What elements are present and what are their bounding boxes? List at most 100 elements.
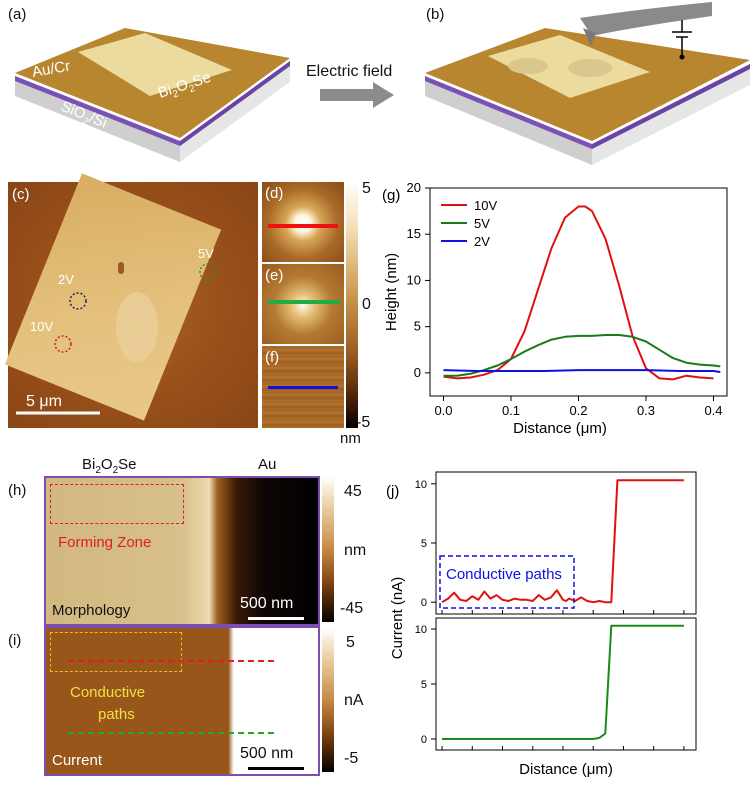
schematic-b bbox=[425, 2, 750, 165]
panel-label-e: (e) bbox=[265, 267, 284, 284]
series-line-2v bbox=[443, 369, 721, 373]
colorbar-height-unit: nm bbox=[340, 430, 361, 447]
schematic-a: Au/Cr Bi2O2Se SiO2/Si bbox=[15, 28, 290, 162]
substrate-side bbox=[180, 65, 290, 162]
legend-label-10v: 10V bbox=[474, 198, 497, 213]
y-tick-label: 10 bbox=[415, 624, 427, 636]
series-line-10v bbox=[443, 205, 714, 381]
colorbar-height-min: -5 bbox=[356, 414, 371, 431]
current-label: Current bbox=[52, 752, 103, 769]
colorbar-height bbox=[346, 182, 358, 428]
oxide-front bbox=[15, 76, 180, 146]
oxide-side bbox=[180, 61, 290, 146]
colorbar-current-min: -5 bbox=[344, 750, 359, 767]
colorbar-current-max: 5 bbox=[346, 634, 355, 651]
y-tick-label: 0 bbox=[421, 597, 427, 609]
markers-overlay: 2V 5V 10V 5 μm bbox=[16, 246, 217, 415]
arrow-label: Electric field bbox=[306, 63, 393, 80]
bi2o2se-sub: 2 bbox=[95, 465, 101, 476]
legend-label-2v: 2V bbox=[474, 234, 490, 249]
plot-frame-top bbox=[435, 471, 697, 615]
colorbar-current bbox=[322, 628, 334, 772]
forming-blob bbox=[116, 292, 158, 362]
y-axis-label: Height (nm) bbox=[383, 253, 400, 331]
conductive-label-1: Conductive bbox=[70, 684, 146, 701]
mound-2 bbox=[568, 59, 612, 77]
current-series-line-2 bbox=[442, 624, 684, 740]
flake-label-part: Se bbox=[190, 69, 213, 91]
flake-label-sub: 2 bbox=[188, 83, 197, 95]
bi2o2se-sub: 2 bbox=[112, 465, 119, 476]
y-tick-label: 20 bbox=[407, 180, 421, 195]
oxide-front bbox=[425, 76, 592, 149]
colorbar-current-unit: nA bbox=[344, 692, 364, 709]
marker-2v bbox=[69, 292, 87, 310]
panel-label-b: (b) bbox=[426, 6, 445, 23]
profile-line-d bbox=[268, 224, 338, 228]
forming-zone-box bbox=[50, 484, 184, 524]
scale-bar-i bbox=[248, 767, 304, 770]
panel-label-i: (i) bbox=[8, 632, 22, 649]
mound-1 bbox=[508, 58, 548, 74]
panel-label-f: (f) bbox=[265, 349, 280, 366]
y-tick-label: 5 bbox=[421, 538, 427, 550]
afm-zoom-d: (d) bbox=[262, 182, 344, 262]
y-tick-label: 10 bbox=[415, 479, 427, 491]
x-tick-label: 0.2 bbox=[569, 403, 587, 418]
colorbar-morphology-min: -45 bbox=[340, 600, 364, 617]
y-tick-label: 5 bbox=[414, 319, 421, 334]
profile-line-f bbox=[268, 386, 338, 389]
panel-label-a: (a) bbox=[8, 6, 27, 23]
bi2o2se-part: Se bbox=[118, 456, 137, 473]
flake-top bbox=[78, 33, 232, 96]
panel-label-d: (d) bbox=[265, 185, 284, 202]
y-tick-label: 10 bbox=[407, 272, 421, 287]
x-tick-label: 0.3 bbox=[637, 403, 655, 418]
colorbar-height-max: 5 bbox=[362, 180, 371, 197]
oxide-side bbox=[592, 64, 750, 149]
defect-spot bbox=[118, 262, 124, 274]
afm-morphology-h: Forming Zone Morphology 500 nm bbox=[44, 476, 320, 626]
bi2o2se-part: Bi bbox=[82, 456, 96, 473]
current-map-i: Conductive paths Current 500 nm bbox=[44, 626, 320, 776]
flake-label: Bi2O2Se bbox=[156, 69, 214, 105]
x-axis-label: Distance (μm) bbox=[513, 420, 607, 437]
marker-10v bbox=[54, 335, 72, 353]
panel-label-h: (h) bbox=[8, 482, 27, 499]
substrate-front bbox=[15, 80, 180, 162]
current-series-line-1 bbox=[441, 479, 684, 604]
x-axis-label: Distance (μm) bbox=[519, 761, 613, 778]
conductive-label-2: paths bbox=[98, 706, 135, 723]
x-tick-label: 0.1 bbox=[502, 403, 520, 418]
colorbar-morphology bbox=[322, 476, 334, 622]
colorbar-morphology-max: 45 bbox=[344, 483, 362, 500]
afm-cantilever bbox=[580, 2, 712, 36]
profile-line-red bbox=[68, 660, 274, 662]
substrate-label-part: /Si bbox=[87, 109, 110, 131]
panel-label-c: (c) bbox=[12, 186, 30, 203]
panel-h-header: Bi2O2Se bbox=[82, 456, 137, 476]
chart-g: 0.0 0.1 0.2 0.3 0.4 0 5 10 15 20 Distance (μm) He… bbox=[382, 180, 728, 437]
morphology-label: Morphology bbox=[52, 602, 131, 619]
y-tick-label: 0 bbox=[421, 734, 427, 746]
panel-label-j: (j) bbox=[386, 483, 399, 500]
afm-tip bbox=[583, 28, 596, 46]
marker-label-2v: 2V bbox=[58, 272, 74, 287]
x-tick-label: 0.0 bbox=[434, 403, 452, 418]
y-tick-label: 5 bbox=[421, 679, 427, 691]
marker-label-5v: 5V bbox=[198, 246, 214, 261]
flake-label-part: O bbox=[174, 76, 190, 96]
colorbar-height-mid: 0 bbox=[362, 296, 371, 313]
y-axis-label: Current (nA) bbox=[389, 577, 406, 660]
bi2o2se-part: O bbox=[100, 456, 113, 473]
substrate-side bbox=[592, 68, 750, 165]
panel-label-g: (g) bbox=[382, 187, 400, 204]
bias-contact bbox=[679, 54, 685, 60]
profile-line-e bbox=[268, 300, 340, 304]
legend-label-5v: 5V bbox=[474, 216, 490, 231]
afm-zoom-f: (f) bbox=[262, 346, 344, 428]
scale-bar-h-label: 500 nm bbox=[240, 595, 294, 612]
afm-zoom-e: (e) bbox=[262, 264, 344, 344]
scale-bar-i-label: 500 nm bbox=[240, 745, 294, 762]
